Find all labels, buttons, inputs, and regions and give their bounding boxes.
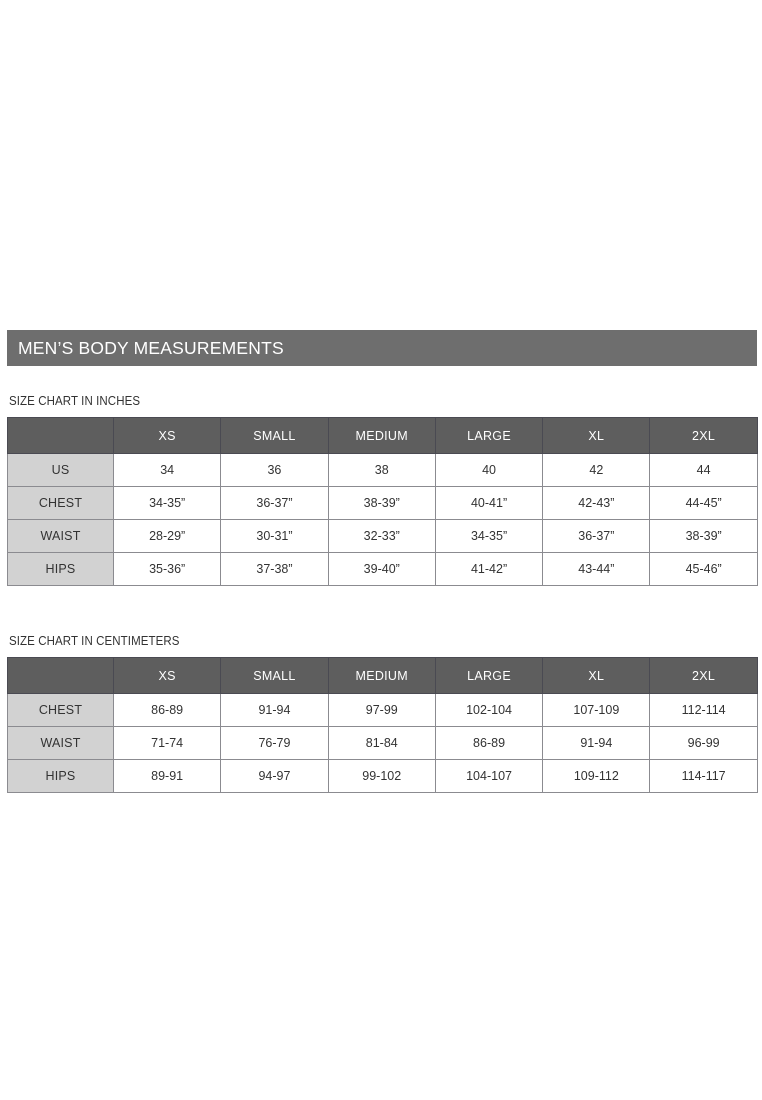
table-header-row: XS SMALL MEDIUM LARGE XL 2XL bbox=[7, 657, 758, 694]
row-label-waist: WAIST bbox=[7, 519, 114, 553]
cell-us-small: 36 bbox=[220, 453, 329, 487]
size-table-centimeters: XS SMALL MEDIUM LARGE XL 2XL CHEST 86-89… bbox=[7, 657, 758, 793]
cell-chest-medium: 97-99 bbox=[327, 693, 436, 727]
cell-waist-medium: 32-33” bbox=[327, 519, 436, 553]
cell-waist-large: 34-35” bbox=[434, 519, 544, 553]
cell-waist-small: 30-31” bbox=[220, 519, 329, 553]
cell-chest-xs: 86-89 bbox=[112, 693, 222, 727]
cell-chest-medium: 38-39” bbox=[327, 486, 436, 520]
cell-chest-2xl: 44-45” bbox=[649, 486, 758, 520]
header-cell-small: SMALL bbox=[220, 657, 329, 694]
header-cell-small: SMALL bbox=[220, 417, 329, 454]
cell-waist-medium: 81-84 bbox=[327, 726, 436, 760]
header-cell-2xl: 2XL bbox=[649, 417, 758, 454]
table-row: CHEST 86-89 91-94 97-99 102-104 107-109 … bbox=[7, 693, 758, 727]
cell-waist-xl: 36-37” bbox=[542, 519, 651, 553]
cell-waist-2xl: 96-99 bbox=[649, 726, 758, 760]
cell-chest-small: 36-37” bbox=[220, 486, 329, 520]
cell-us-2xl: 44 bbox=[649, 453, 758, 487]
header-cell-xl: XL bbox=[542, 417, 651, 454]
cell-us-xl: 42 bbox=[542, 453, 651, 487]
cell-hips-xs: 89-91 bbox=[112, 759, 222, 793]
cell-chest-large: 40-41” bbox=[434, 486, 544, 520]
header-cell-corner bbox=[7, 417, 114, 454]
cell-chest-xl: 42-43” bbox=[542, 486, 651, 520]
cell-hips-small: 94-97 bbox=[220, 759, 329, 793]
table-header-row: XS SMALL MEDIUM LARGE XL 2XL bbox=[7, 417, 758, 454]
header-cell-2xl: 2XL bbox=[649, 657, 758, 694]
row-label-waist: WAIST bbox=[7, 726, 114, 760]
cell-chest-2xl: 112-114 bbox=[649, 693, 758, 727]
header-cell-medium: MEDIUM bbox=[327, 417, 436, 454]
cell-hips-xl: 43-44” bbox=[542, 552, 651, 586]
header-cell-medium: MEDIUM bbox=[327, 657, 436, 694]
header-cell-xs: XS bbox=[112, 417, 222, 454]
row-label-chest: CHEST bbox=[7, 486, 114, 520]
cell-us-medium: 38 bbox=[327, 453, 436, 487]
cell-waist-xs: 28-29” bbox=[112, 519, 222, 553]
cell-hips-2xl: 45-46” bbox=[649, 552, 758, 586]
page-banner: MEN’S BODY MEASUREMENTS bbox=[7, 330, 757, 366]
table-row: WAIST 28-29” 30-31” 32-33” 34-35” 36-37”… bbox=[7, 519, 758, 553]
table-row: WAIST 71-74 76-79 81-84 86-89 91-94 96-9… bbox=[7, 726, 758, 760]
table-row: HIPS 35-36” 37-38” 39-40” 41-42” 43-44” … bbox=[7, 552, 758, 586]
header-cell-large: LARGE bbox=[434, 417, 544, 454]
cell-hips-2xl: 114-117 bbox=[649, 759, 758, 793]
size-table-inches: XS SMALL MEDIUM LARGE XL 2XL US 34 36 38… bbox=[7, 417, 758, 586]
cell-hips-large: 41-42” bbox=[434, 552, 544, 586]
row-label-hips: HIPS bbox=[7, 552, 114, 586]
page-title: MEN’S BODY MEASUREMENTS bbox=[18, 337, 284, 358]
header-cell-xs: XS bbox=[112, 657, 222, 694]
header-cell-large: LARGE bbox=[434, 657, 544, 694]
header-cell-corner bbox=[7, 657, 114, 694]
row-label-chest: CHEST bbox=[7, 693, 114, 727]
cell-hips-large: 104-107 bbox=[434, 759, 544, 793]
cell-hips-xl: 109-112 bbox=[542, 759, 651, 793]
row-label-hips: HIPS bbox=[7, 759, 114, 793]
cell-chest-large: 102-104 bbox=[434, 693, 544, 727]
cell-hips-xs: 35-36” bbox=[112, 552, 222, 586]
cell-waist-xs: 71-74 bbox=[112, 726, 222, 760]
header-cell-xl: XL bbox=[542, 657, 651, 694]
cell-hips-small: 37-38” bbox=[220, 552, 329, 586]
cell-waist-2xl: 38-39” bbox=[649, 519, 758, 553]
section-label-inches: SIZE CHART IN INCHES bbox=[9, 394, 141, 408]
cell-us-large: 40 bbox=[434, 453, 544, 487]
row-label-us: US bbox=[7, 453, 114, 487]
table-row: HIPS 89-91 94-97 99-102 104-107 109-112 … bbox=[7, 759, 758, 793]
section-label-centimeters: SIZE CHART IN CENTIMETERS bbox=[9, 634, 180, 648]
cell-waist-small: 76-79 bbox=[220, 726, 329, 760]
cell-us-xs: 34 bbox=[112, 453, 222, 487]
cell-chest-small: 91-94 bbox=[220, 693, 329, 727]
table-row: US 34 36 38 40 42 44 bbox=[7, 453, 758, 487]
cell-chest-xl: 107-109 bbox=[542, 693, 651, 727]
cell-hips-medium: 99-102 bbox=[327, 759, 436, 793]
cell-chest-xs: 34-35” bbox=[112, 486, 222, 520]
cell-hips-medium: 39-40” bbox=[327, 552, 436, 586]
cell-waist-large: 86-89 bbox=[434, 726, 544, 760]
table-row: CHEST 34-35” 36-37” 38-39” 40-41” 42-43”… bbox=[7, 486, 758, 520]
cell-waist-xl: 91-94 bbox=[542, 726, 651, 760]
